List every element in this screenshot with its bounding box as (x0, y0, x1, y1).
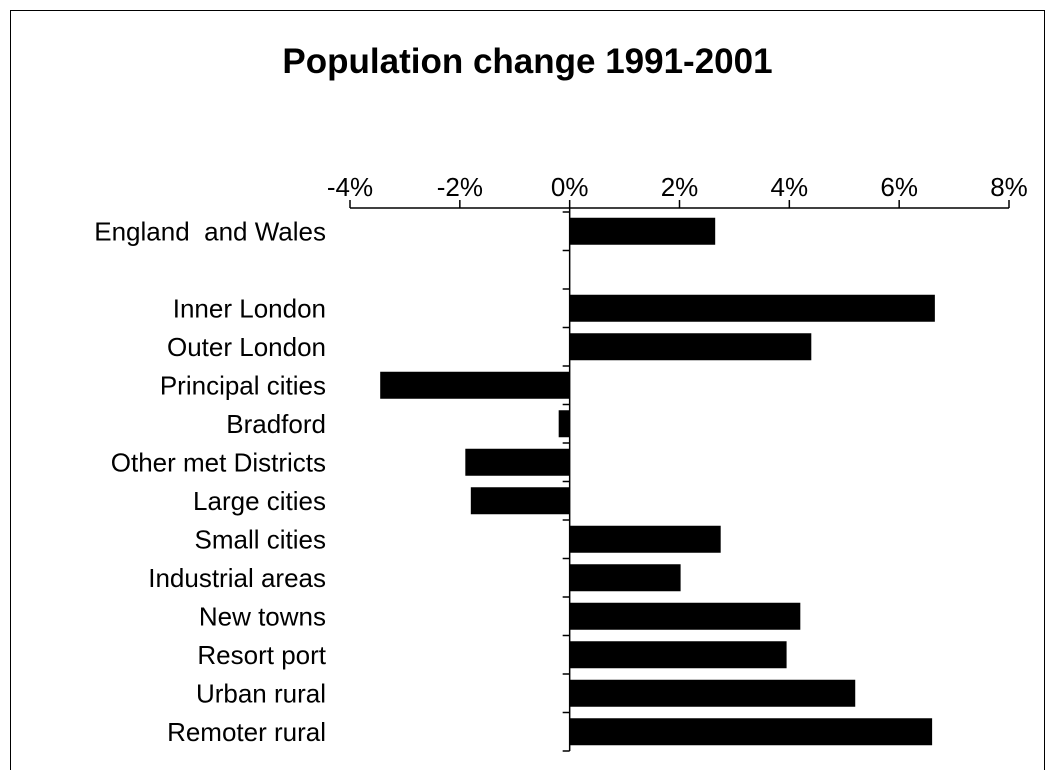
x-tick-label: 8% (990, 172, 1028, 202)
x-tick-label: 6% (880, 172, 918, 202)
bar (569, 602, 801, 630)
category-label: Other met Districts (111, 447, 326, 477)
x-tick-label: 4% (771, 172, 809, 202)
axis-layer (349, 200, 1010, 752)
category-label: England and Wales (94, 216, 326, 246)
bar (470, 487, 570, 515)
bar-layer (380, 217, 935, 746)
bar (569, 217, 716, 245)
category-label: Industrial areas (148, 563, 326, 593)
bar (569, 641, 787, 669)
category-label: Remoter rural (167, 717, 326, 747)
x-tick-label: 0% (551, 172, 589, 202)
x-tick-label: 2% (661, 172, 699, 202)
x-tick-label: -2% (437, 172, 483, 202)
category-label: Small cities (195, 524, 326, 554)
bar (465, 448, 570, 476)
bar (569, 294, 935, 322)
chart-title: Population change 1991-2001 (282, 42, 773, 81)
x-tick-label: -4% (327, 172, 373, 202)
category-label: Large cities (193, 486, 326, 516)
category-label: Urban rural (196, 678, 326, 708)
bar (558, 410, 570, 438)
category-label: New towns (199, 601, 326, 631)
category-label: Bradford (226, 409, 326, 439)
label-layer: -4% -2% 0% 2% 4% 6% 8% England and Wales Inner L… (94, 172, 1028, 747)
bar (569, 333, 812, 361)
bar (569, 564, 681, 592)
category-label: Outer London (167, 332, 326, 362)
category-label: Principal cities (160, 370, 326, 400)
bar (380, 371, 570, 399)
bar (569, 718, 933, 746)
category-label: Inner London (173, 293, 326, 323)
bar (569, 679, 856, 707)
category-label: Resort port (197, 640, 326, 670)
bar (569, 525, 721, 553)
